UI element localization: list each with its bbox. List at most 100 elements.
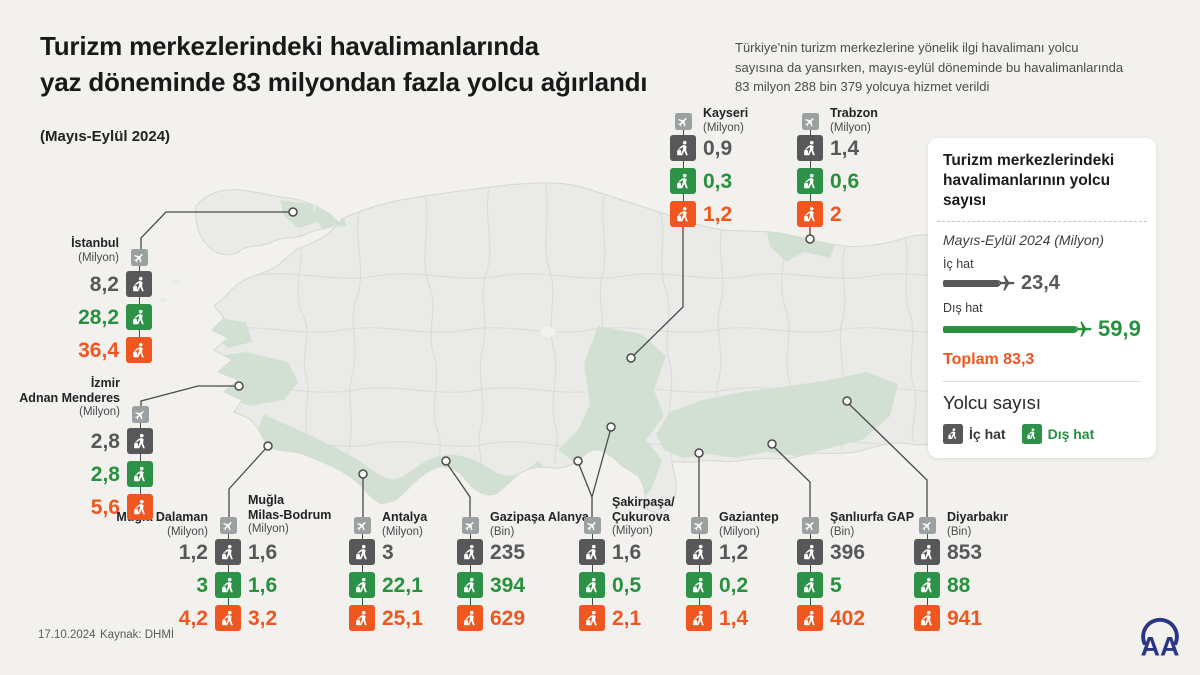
icon-stack (686, 517, 712, 638)
airport-name: Muğla (248, 493, 285, 507)
page-title: Turizm merkezlerindeki havalimanlarında … (40, 31, 648, 97)
airport-unit: (Milyon) (703, 121, 744, 134)
total-traveler-icon (457, 605, 483, 631)
legend-title: Turizm merkezlerindeki havalimanlarının … (943, 152, 1115, 209)
icon-stack (797, 517, 823, 638)
domestic-traveler-icon (686, 539, 712, 565)
total-traveler-icon (914, 605, 940, 631)
airport-block-gazipasa: Gazipaşa Alanya (Bin) 235 394 629 (457, 510, 589, 638)
airport-block-mugla: Muğla Dalaman (Milyon) Muğla Milas-Bodru… (116, 493, 331, 638)
domestic-value: 2,8 (90, 430, 120, 453)
domestic-traveler-icon (797, 539, 823, 565)
domestic-traveler-icon (349, 539, 375, 565)
airport-block-izmir: İzmir Adnan Menderes (Milyon) 2,8 2,8 5,… (19, 376, 153, 527)
leader-line-mugla (228, 445, 269, 517)
domestic-value: 396 (830, 541, 866, 564)
airport-icon (674, 113, 692, 130)
total-value: 4,2 (178, 607, 208, 630)
legend-card: Turizm merkezlerindeki havalimanlarının … (928, 138, 1156, 458)
airport-icon (690, 517, 708, 534)
marker-mugla (263, 441, 273, 451)
international-traveler-icon (797, 572, 823, 598)
total-value: 629 (490, 607, 526, 630)
total-value: 402 (830, 607, 866, 630)
marker-antalya (358, 469, 368, 479)
airport-block-antalya: Antalya (Milyon) 3 22,1 25,1 (349, 510, 427, 638)
international-value: 88 (947, 574, 971, 597)
total-traveler-icon (127, 494, 153, 520)
international-traveler-icon (1021, 424, 1042, 444)
total-value: 2 (830, 203, 842, 226)
leader-line-kayseri (631, 226, 684, 358)
total-traveler-icon (215, 605, 241, 631)
marker-trabzon (805, 234, 815, 244)
domestic-traveler-icon (457, 539, 483, 565)
marker-istanbul (288, 207, 298, 217)
international-value: 22,1 (382, 574, 423, 597)
airport-name-2: Milas-Bodrum (248, 507, 332, 522)
airport-icon (583, 517, 601, 534)
airport-name-2: Çukurova (612, 509, 670, 524)
airport-unit: (Milyon) (79, 406, 120, 418)
airport-unit: (Milyon) (612, 525, 653, 537)
total-value: 1,2 (703, 203, 733, 226)
leader-line-diyarbakir (846, 401, 928, 517)
domestic-value: 1,2 (178, 541, 208, 564)
aegean-island (171, 279, 181, 285)
total-traveler-icon (670, 201, 696, 227)
international-traveler-icon (457, 572, 483, 598)
airport-name: Trabzon (830, 106, 878, 120)
aa-logo-text: AA (1141, 631, 1180, 661)
total-value: 36,4 (78, 339, 119, 362)
airport-name: Kayseri (703, 106, 749, 120)
total-traveler-icon (349, 605, 375, 631)
airport-name: İzmir (90, 376, 120, 390)
page-subtitle: (Mayıs-Eylül 2024) (40, 128, 171, 145)
domestic-value: 8,2 (89, 273, 119, 296)
total-value: 25,1 (382, 607, 423, 630)
leader-line-istanbul (140, 211, 293, 249)
total-value: 83,3 (1003, 351, 1035, 368)
international-traveler-icon (914, 572, 940, 598)
icon-stack (215, 517, 241, 638)
marker-gazipasa (441, 456, 451, 466)
domestic-traveler-icon (943, 424, 963, 444)
marker-sanliurfa (767, 439, 777, 449)
airport-block-sakirpasa: Şakirpaşa/ Çukurova (Milyon) 1,6 0,5 2,1 (579, 495, 675, 638)
international-value: 0,3 (703, 170, 733, 193)
marker-izmir (234, 381, 244, 391)
international-value: 0,5 (612, 574, 642, 597)
domestic-value: 1,6 (612, 541, 642, 564)
icon-stack (126, 249, 152, 370)
international-traveler-icon (797, 168, 823, 194)
domestic-value: 0,9 (703, 137, 733, 160)
leader-line-sanliurfa (771, 444, 811, 517)
international-value: 0,2 (719, 574, 749, 597)
international-value: 1,6 (248, 574, 278, 597)
source-credit: Kaynak: DHMİ (100, 629, 175, 641)
icon-stack (914, 517, 940, 638)
marker-kayseri (626, 353, 636, 363)
domestic-traveler-icon (670, 135, 696, 161)
airport-name: Şanlıurfa GAP (830, 510, 915, 524)
international-traveler-icon (686, 572, 712, 598)
icon-key: İç hat Dış hat (943, 424, 1141, 444)
international-value: 0,6 (830, 170, 860, 193)
airport-unit: (Milyon) (78, 251, 119, 264)
international-bar-row: 59,9 (943, 316, 1141, 342)
domestic-value: 1,4 (830, 137, 860, 160)
airport-unit: (Milyon) (719, 525, 760, 538)
intro-text: Türkiye'nin turizm merkezlerine yönelik … (735, 40, 1124, 94)
icon-stack (127, 406, 153, 527)
divider (943, 381, 1141, 382)
international-traveler-icon (126, 304, 152, 330)
icon-stack (670, 113, 696, 234)
domestic-value: 235 (490, 541, 526, 564)
key-domestic: İç hat (943, 424, 1006, 444)
international-label: Dış hat (943, 301, 983, 315)
airport-unit: (Bin) (490, 525, 515, 538)
international-value: 5 (830, 574, 842, 597)
dashed-divider (937, 221, 1147, 222)
domestic-traveler-icon (579, 539, 605, 565)
domestic-value: 1,2 (719, 541, 749, 564)
